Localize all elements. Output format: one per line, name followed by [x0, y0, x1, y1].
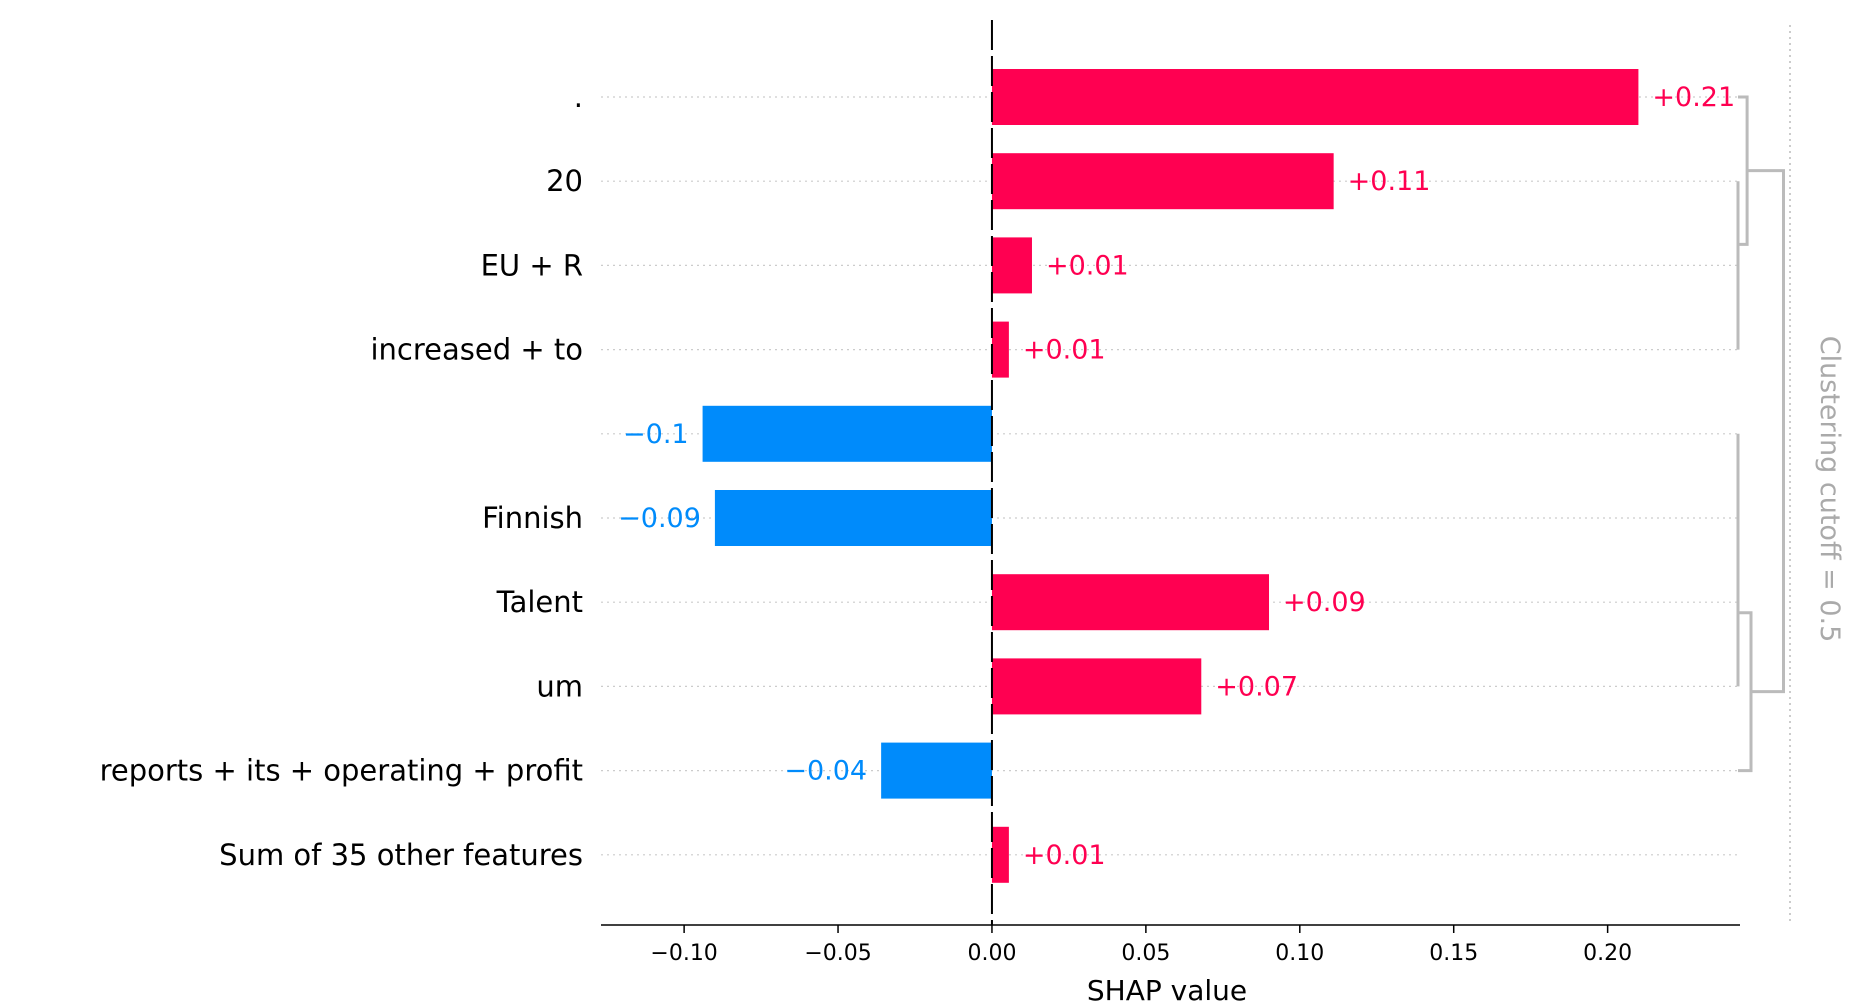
value-label-1: +0.11 — [1348, 166, 1431, 197]
feature-label-6: Talent — [496, 585, 583, 619]
feature-label-1: 20 — [546, 164, 583, 198]
dendrogram-link-6 — [1738, 611, 1753, 773]
clustering-dendrogram — [1736, 25, 1791, 925]
bar-1 — [991, 153, 1334, 210]
feature-label-5: Finnish — [482, 501, 583, 535]
bar-5 — [714, 490, 992, 546]
value-label-6: +0.09 — [1283, 587, 1366, 618]
value-label-5: −0.09 — [618, 503, 701, 534]
feature-label-7: um — [536, 669, 583, 703]
x-tick-label-2: 0.00 — [967, 941, 1016, 966]
x-tick-label-1: −0.05 — [804, 941, 871, 966]
clustering-cutoff-label: Clustering cutoff = 0.5 — [1814, 336, 1845, 643]
bar-8 — [881, 742, 992, 799]
x-axis: −0.10 −0.05 0.00 0.05 0.10 0.15 0.20 — [601, 924, 1740, 966]
bar-0 — [991, 69, 1639, 125]
x-tick-label-6: 0.20 — [1583, 941, 1632, 966]
x-tick-label-0: −0.10 — [650, 941, 717, 966]
x-axis-title: SHAP value — [1087, 974, 1247, 1007]
x-tick-label-4: 0.10 — [1275, 941, 1324, 966]
x-tick-label-5: 0.15 — [1429, 941, 1478, 966]
value-label-3: +0.01 — [1023, 335, 1106, 366]
feature-label-0: . — [574, 80, 583, 114]
bar-4 — [702, 405, 992, 462]
bar-7 — [991, 658, 1202, 715]
bar-6 — [991, 574, 1270, 631]
bar-2 — [991, 237, 1032, 294]
value-label-7: +0.07 — [1215, 671, 1298, 702]
value-label-4: −0.1 — [623, 419, 689, 450]
value-label-9: +0.01 — [1023, 840, 1106, 871]
value-label-0: +0.21 — [1652, 82, 1735, 113]
feature-label-3: increased + to — [371, 333, 584, 367]
value-label-8: −0.04 — [784, 756, 867, 787]
x-tick-label-3: 0.05 — [1121, 941, 1170, 966]
bar-9 — [991, 826, 1009, 883]
bar-3 — [991, 321, 1009, 378]
feature-label-8: reports + its + operating + profit — [100, 754, 583, 788]
dendrogram-link-7 — [1747, 169, 1785, 694]
value-label-2: +0.01 — [1046, 250, 1129, 281]
feature-label-2: EU + R — [481, 248, 583, 282]
feature-label-9: Sum of 35 other features — [219, 838, 583, 872]
bars: +0.21. +0.11 20 +0.01 EU + R +0.01 increased +… — [100, 69, 1735, 883]
gridlines — [601, 96, 1740, 856]
